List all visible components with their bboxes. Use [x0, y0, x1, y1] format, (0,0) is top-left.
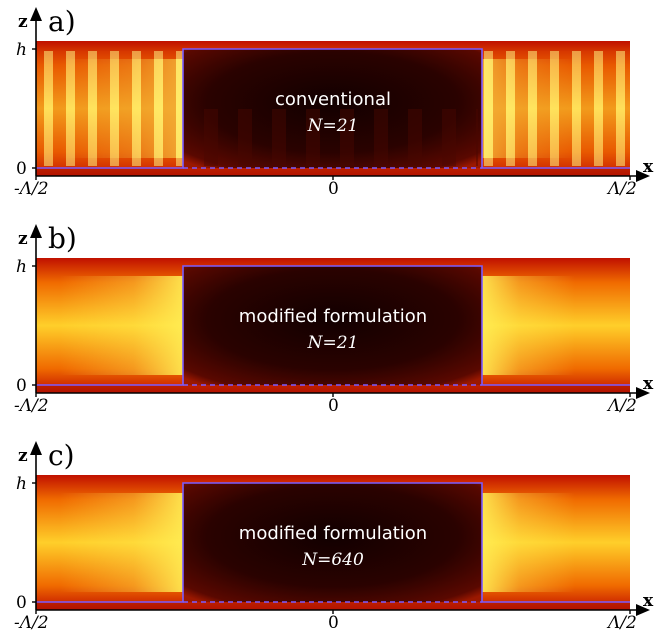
ridge-outline [36, 265, 630, 386]
x-axis-arrow-icon [636, 170, 650, 182]
z-tick-label-h: h [16, 474, 27, 494]
x-tick-label-right: Λ/2 [606, 179, 637, 199]
panel-title: modified formulation [239, 523, 427, 544]
x-axis-arrow-icon [636, 604, 650, 616]
x-tick-label-left: -Λ/2 [14, 613, 49, 633]
ridge-oscillation [187, 109, 478, 166]
glow-right [482, 276, 575, 375]
x-axis-label: x [643, 157, 654, 177]
panel-n-label: N=21 [307, 116, 359, 136]
z-axis-label: z [18, 446, 28, 466]
oscillation-right [482, 51, 630, 166]
x-tick-label-right: Λ/2 [606, 613, 637, 633]
x-tick-label-center: 0 [328, 613, 339, 633]
z-tick-label-0: 0 [16, 593, 27, 613]
x-tick-label-left: -Λ/2 [14, 179, 49, 199]
ridge-outline [36, 48, 630, 169]
z-axis-arrow-icon [30, 224, 42, 238]
z-tick-label-0: 0 [16, 376, 27, 396]
z-tick-label-0: 0 [16, 159, 27, 179]
z-tick-label-h: h [16, 40, 27, 60]
x-axis-label: x [643, 374, 654, 394]
x-tick-label-right: Λ/2 [606, 396, 637, 416]
panel-label: a) [48, 5, 76, 38]
panel-label: b) [48, 222, 77, 255]
panel-title: modified formulation [239, 306, 427, 327]
substrate-strip [36, 602, 630, 610]
panel-title: conventional [275, 89, 391, 110]
substrate-strip [36, 168, 630, 176]
z-tick-label-h: h [16, 257, 27, 277]
panel-label: c) [48, 439, 75, 472]
substrate-strip [36, 385, 630, 393]
z-axis-arrow-icon [30, 441, 42, 455]
panel-n-label: N=640 [301, 550, 364, 570]
glow-left [60, 276, 183, 375]
x-tick-label-center: 0 [328, 396, 339, 416]
x-axis-label: x [643, 591, 654, 611]
z-axis-label: z [18, 12, 28, 32]
x-tick-label-left: -Λ/2 [14, 396, 49, 416]
z-axis-label: z [18, 229, 28, 249]
panel-n-label: N=21 [307, 333, 359, 353]
oscillation-left [36, 51, 183, 166]
ridge-block [183, 483, 482, 602]
z-axis-arrow-icon [30, 7, 42, 21]
ridge-block [183, 266, 482, 385]
glow-right [482, 493, 575, 592]
x-tick-label-center: 0 [328, 179, 339, 199]
ridge-outline [36, 482, 630, 603]
x-axis-arrow-icon [636, 387, 650, 399]
glow-left [60, 493, 183, 592]
